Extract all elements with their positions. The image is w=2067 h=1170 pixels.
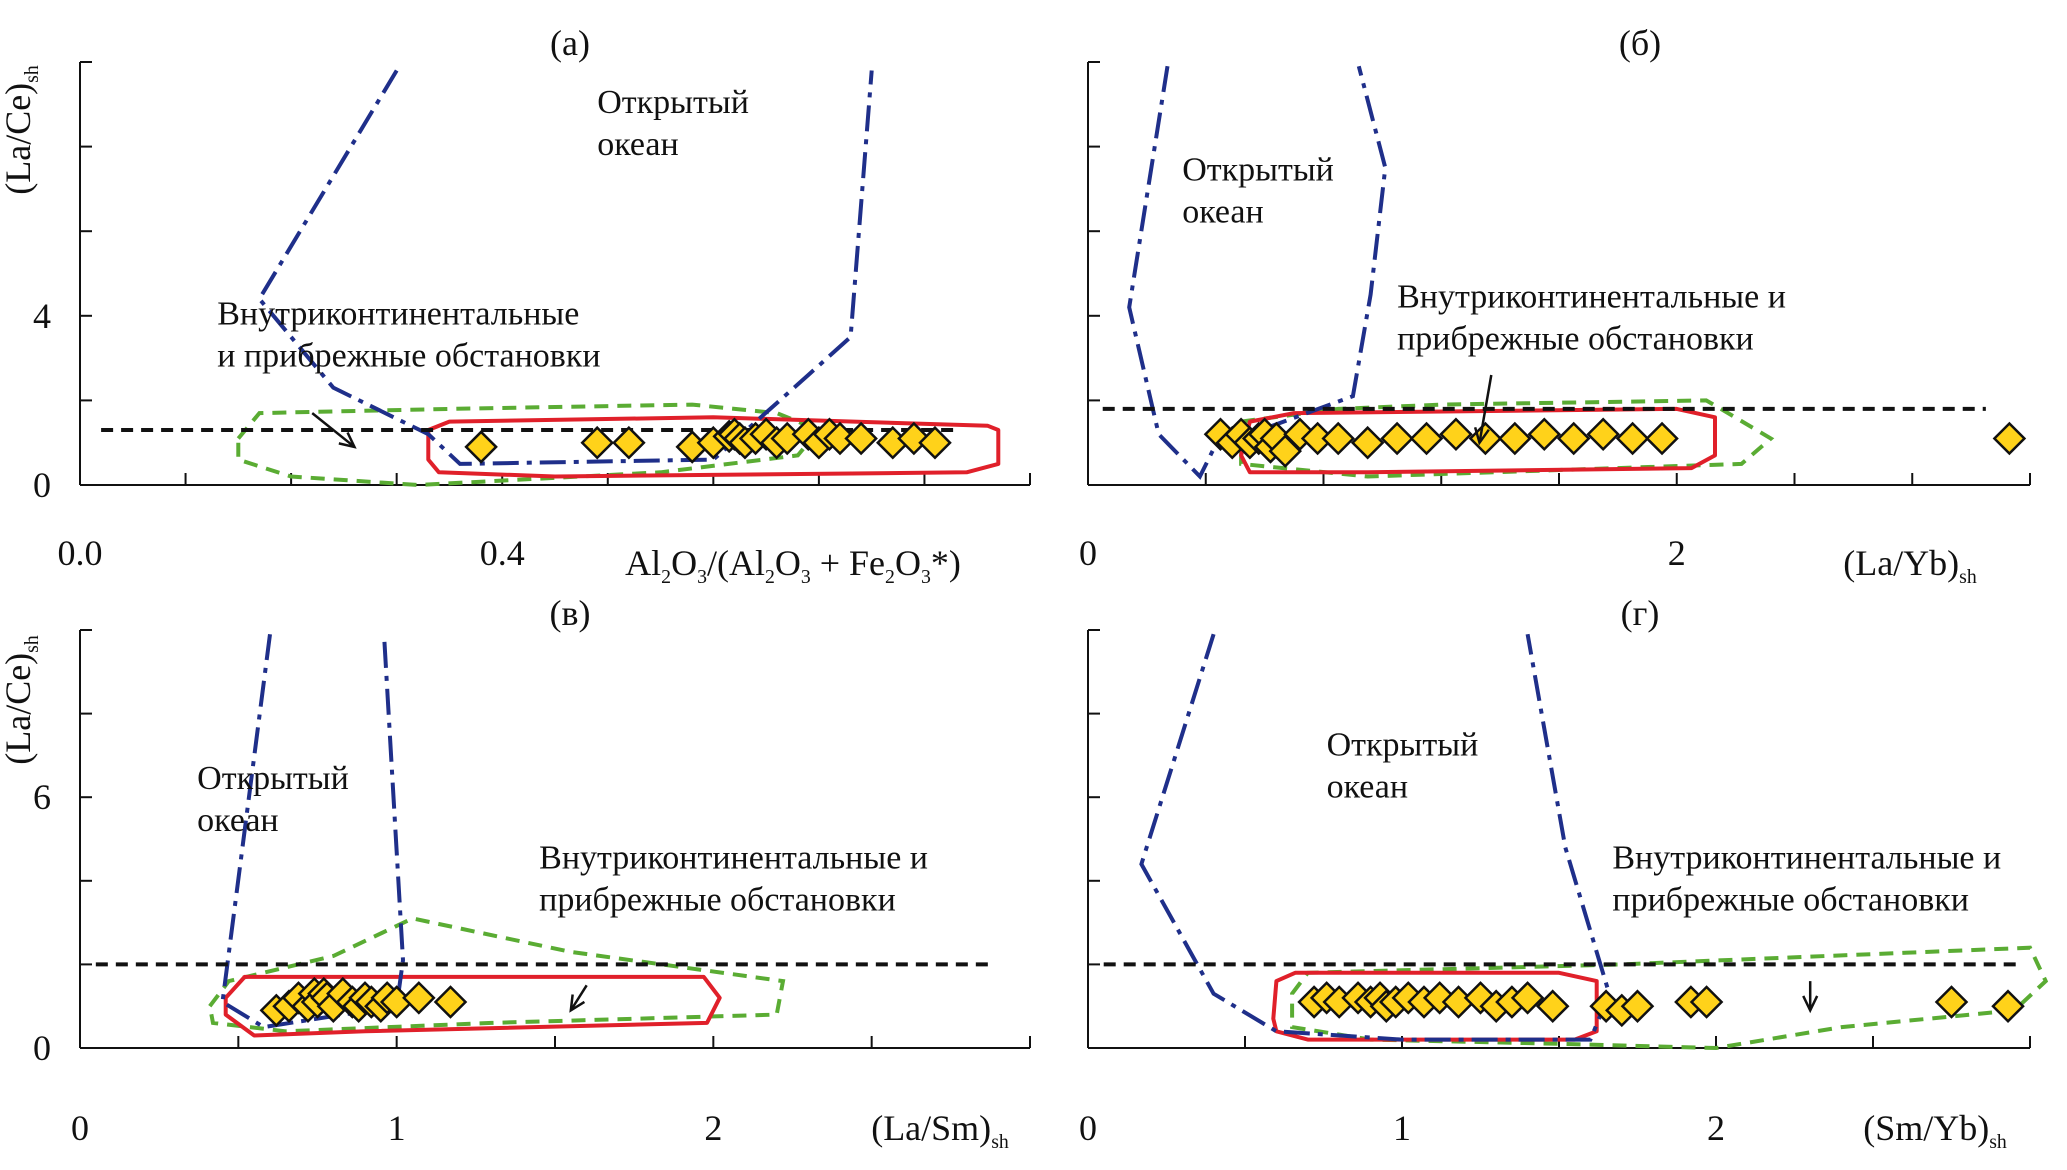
diamond-marker <box>1321 421 1355 456</box>
sample-field-outline <box>426 415 1001 479</box>
x-axis-label: (La/Yb)sh <box>1843 543 1977 588</box>
diamond-marker <box>1350 425 1385 460</box>
diamond-marker <box>1409 421 1444 456</box>
x-tick-label: 0 <box>71 1108 89 1148</box>
x-tick-label: 0.4 <box>480 533 525 573</box>
open-ocean-boundary <box>256 69 874 466</box>
x-axis-label: Al2O3/(Al2O3 + Fe2O3*) <box>625 543 961 588</box>
ocean-label: океан <box>597 126 678 163</box>
ocean-label: океан <box>1182 193 1263 230</box>
x-tick-label: 0 <box>1079 1108 1097 1148</box>
diamond-marker <box>1645 421 1679 456</box>
ocean-label: Открытый <box>197 760 349 797</box>
diamond-marker <box>897 421 931 456</box>
x-tick-label: 2 <box>704 1108 722 1148</box>
chart-panel-4: 0 1 2 (г) (Sm/Yb)sh Открытый океан Внутриконтин… <box>1079 593 2049 1153</box>
ocean-label: Открытый <box>1182 151 1334 188</box>
diamond-marker <box>1615 421 1650 456</box>
diamond-marker <box>1468 421 1503 456</box>
arrow-head <box>1473 426 1490 446</box>
arrow-pointer <box>569 984 588 1012</box>
arrow-pointer <box>1478 374 1493 443</box>
diamond-marker <box>1439 417 1473 452</box>
diamond-marker <box>433 985 468 1019</box>
chart-panel-3: 0 1 2 0 6 (в) (La/Sm)sh (La/Ce)sh Открытый океан В… <box>0 593 1031 1153</box>
coastal-label: Внутриконтинентальные <box>217 295 579 332</box>
panel-label: (б) <box>1619 23 1661 63</box>
sample-field-outline <box>223 974 722 1038</box>
coastal-label: прибрежные обстановки <box>1612 881 1969 918</box>
arrow-pointer <box>311 412 356 448</box>
diamond-marker <box>1586 417 1620 452</box>
coastal-label: Внутриконтинентальные и <box>1612 839 2001 876</box>
x-tick-label: 0.0 <box>58 533 103 573</box>
coastal-label: Внутриконтинентальные и <box>1397 278 1786 315</box>
coastal-label: Внутриконтинентальные и <box>539 839 928 876</box>
open-ocean-boundary <box>1127 65 1388 480</box>
diamond-marker <box>1934 985 1969 1019</box>
diamond-marker <box>1535 989 1570 1023</box>
coastal-label: прибрежные обстановки <box>539 881 896 918</box>
coastal-field-outline <box>236 402 823 488</box>
diamond-marker <box>1380 421 1414 456</box>
panel-label: (в) <box>550 593 591 633</box>
diamond-marker <box>1510 981 1545 1015</box>
diamond-marker <box>1527 417 1562 452</box>
coastal-label: и прибрежные обстановки <box>217 337 600 374</box>
coastal-label: прибрежные обстановки <box>1397 320 1754 357</box>
ocean-label: Открытый <box>597 84 749 121</box>
y-axis-label: (La/Ce)sh <box>0 635 43 765</box>
x-axis-label: (La/Sm)sh <box>871 1108 1009 1153</box>
chart-panel-2: 0 2 (б) (La/Yb)sh Открытый океан Внутриконтине… <box>1079 23 2031 588</box>
open-ocean-boundary <box>1139 633 1612 1042</box>
diamond-marker <box>1991 989 2025 1023</box>
y-tick-label: 0 <box>33 465 51 505</box>
ocean-label: Открытый <box>1327 726 1479 763</box>
diamond-marker <box>580 425 614 460</box>
diamond-marker <box>1620 989 1655 1023</box>
x-axis-label: (Sm/Yb)sh <box>1863 1108 2007 1153</box>
y-tick-label: 6 <box>33 777 51 817</box>
coastal-field-outline <box>1239 398 1775 479</box>
x-tick-label: 1 <box>1393 1108 1411 1148</box>
arrow-head <box>569 994 586 1013</box>
y-axis-label: (La/Ce)sh <box>0 65 43 195</box>
diamond-marker <box>464 430 498 464</box>
diamond-marker <box>1556 421 1591 456</box>
x-tick-label: 2 <box>1707 1108 1725 1148</box>
diamond-marker <box>844 421 878 456</box>
diamond-marker <box>612 425 646 460</box>
y-tick-label: 4 <box>33 296 51 336</box>
diamond-marker <box>918 425 952 460</box>
diamond-marker <box>1992 421 2027 456</box>
chart-panel-1: 0.0 0.4 0 4 (а) Al2O3/(Al2O3 + Fe2O3*) (La/Ce)… <box>0 23 1031 588</box>
arrow-head <box>1802 995 1819 1014</box>
ocean-label: океан <box>1327 768 1408 805</box>
x-tick-label: 1 <box>388 1108 406 1148</box>
x-tick-label: 2 <box>1668 533 1686 573</box>
diamond-marker <box>1689 985 1724 1019</box>
ocean-label: океан <box>197 802 278 839</box>
y-tick-label: 0 <box>33 1028 51 1068</box>
arrow-head <box>338 431 357 449</box>
sample-field-outline <box>1239 406 1717 475</box>
panel-label: (а) <box>550 23 590 63</box>
x-tick-label: 0 <box>1079 533 1097 573</box>
panel-label: (г) <box>1621 593 1660 633</box>
diamond-marker <box>1498 421 1532 456</box>
diamond-marker <box>402 981 436 1015</box>
